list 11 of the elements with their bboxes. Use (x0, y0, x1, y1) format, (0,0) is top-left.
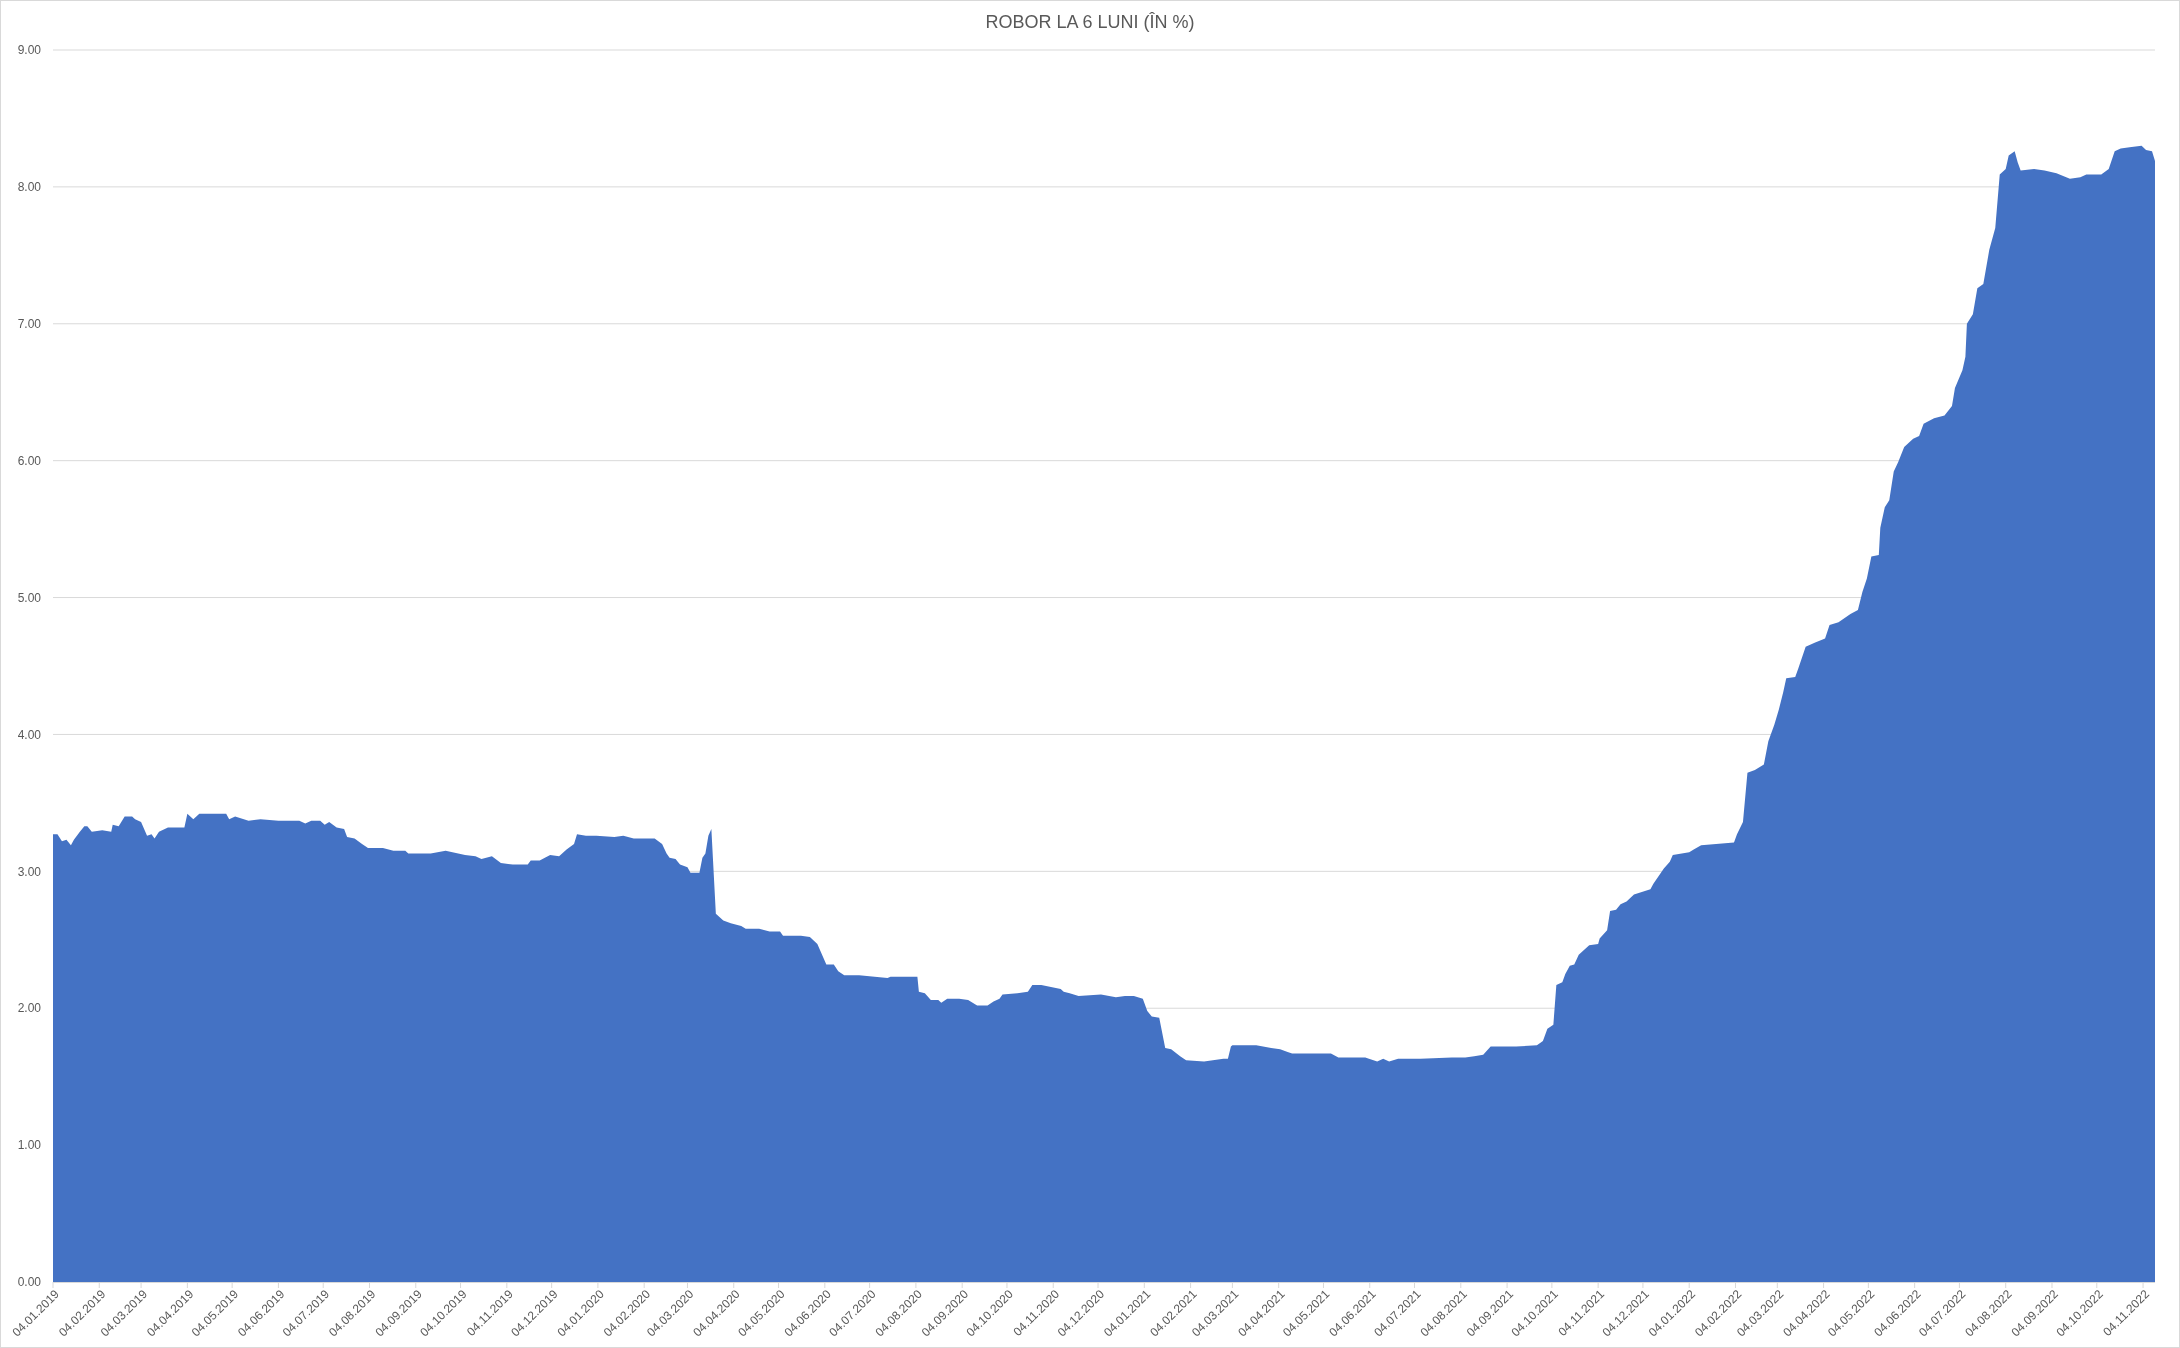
y-tick-label: 9.00 (17, 43, 42, 58)
y-tick-label: 5.00 (17, 590, 42, 605)
y-tick-label: 2.00 (17, 1001, 42, 1016)
y-tick-label: 7.00 (17, 316, 42, 331)
y-tick-label: 3.00 (17, 864, 42, 879)
y-tick-label: 1.00 (17, 1138, 42, 1153)
y-tick-label: 6.00 (17, 453, 42, 468)
y-tick-label: 8.00 (17, 180, 42, 195)
y-tick-label: 4.00 (17, 727, 42, 742)
y-tick-label: 0.00 (17, 1275, 42, 1290)
chart-title: ROBOR LA 6 LUNI (ÎN %) (985, 12, 1195, 32)
